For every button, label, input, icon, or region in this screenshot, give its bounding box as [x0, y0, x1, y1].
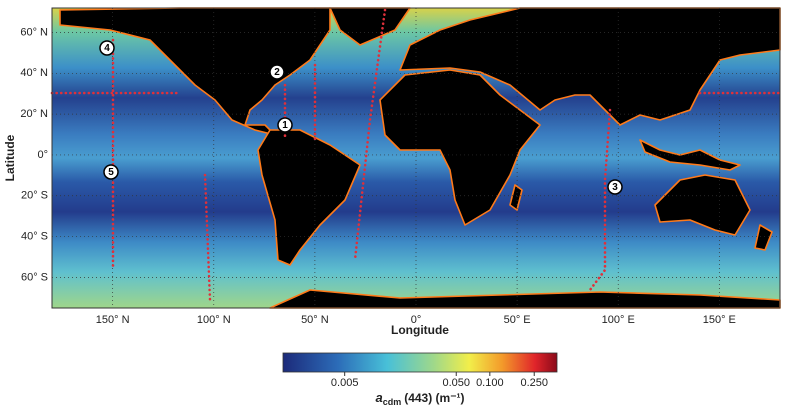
- station-marker: 3: [607, 179, 623, 195]
- markers: 1 2 3 4 5: [99, 40, 623, 195]
- x-tick-label: 150° E: [703, 314, 736, 326]
- y-tick-label: 40° S: [21, 230, 48, 242]
- x-tick-label: 100° N: [197, 314, 231, 326]
- y-tick-label: 60° N: [20, 26, 48, 38]
- y-axis-label: Latitude: [3, 134, 17, 181]
- marker-circle: [103, 164, 119, 180]
- marker-label: 1: [282, 120, 288, 131]
- station-marker: 1: [277, 117, 293, 133]
- station-marker: 4: [99, 40, 115, 56]
- colorbar-label: acdm (443) (m⁻¹): [375, 390, 464, 407]
- marker-label: 5: [108, 167, 114, 178]
- colorbar-tick-label: 0.250: [520, 377, 548, 389]
- station-marker: 5: [103, 164, 119, 180]
- marker-circle: [99, 40, 115, 56]
- land: [59, 7, 781, 309]
- subscript: cdm: [383, 397, 402, 407]
- grid: [52, 8, 780, 308]
- y-tick-label: 60° S: [21, 271, 48, 283]
- x-tick-label: 150° N: [96, 314, 130, 326]
- colorbar: [282, 352, 558, 373]
- y-tick-label: 0°: [37, 149, 48, 161]
- colorbar-tick-label: 0.005: [331, 377, 359, 389]
- marker-label: 3: [612, 182, 618, 193]
- symbol: a: [375, 390, 382, 405]
- marker-circle: [607, 179, 623, 195]
- colorbar-tick-label: 0.050: [442, 377, 470, 389]
- y-tick-label: 20° S: [21, 190, 48, 202]
- x-tick-label: 100° E: [602, 314, 635, 326]
- x-tick-label: 50° N: [301, 314, 329, 326]
- marker-circle: [269, 64, 285, 80]
- tracks: [50, 8, 782, 302]
- plot-frame: [51, 7, 781, 309]
- x-axis-label: Longitude: [391, 323, 449, 337]
- label-text: (443) (m⁻¹): [404, 391, 464, 405]
- marker-circle: [277, 117, 293, 133]
- x-tick-label: 0°: [411, 314, 422, 326]
- marker-label: 4: [104, 43, 110, 54]
- y-tick-label: 40° N: [20, 67, 48, 79]
- y-tick-label: 20° N: [20, 108, 48, 120]
- x-tick-label: 50° E: [504, 314, 531, 326]
- station-marker: 2: [269, 64, 285, 80]
- colorbar-tick-label: 0.100: [476, 377, 504, 389]
- marker-label: 2: [274, 67, 280, 78]
